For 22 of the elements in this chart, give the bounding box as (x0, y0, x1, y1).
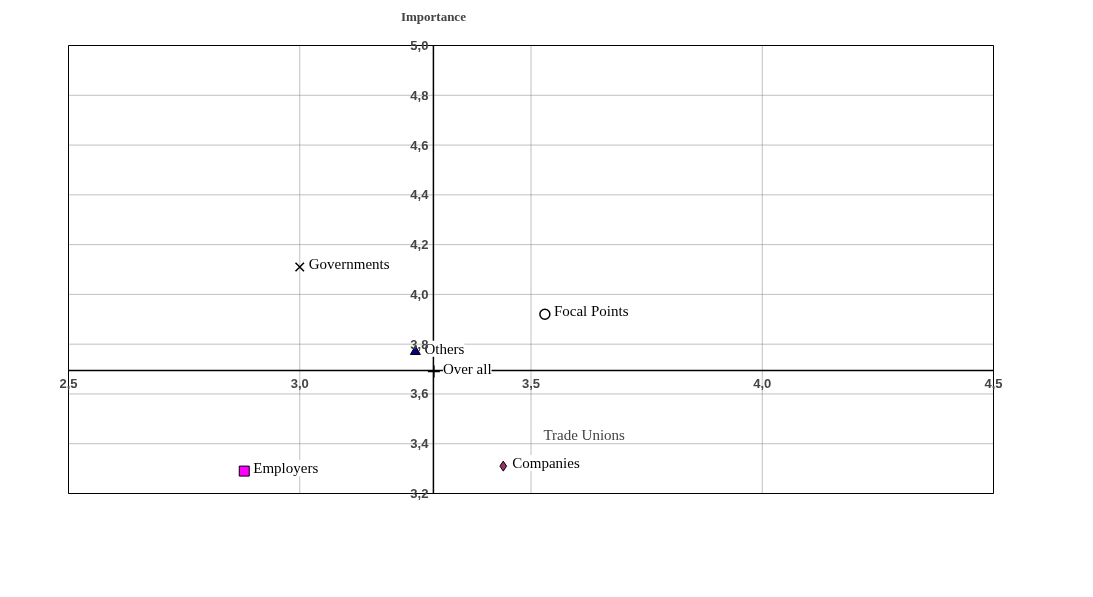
y-tick-label: 4,2 (410, 237, 429, 253)
x-tick-label: 4,0 (753, 375, 772, 391)
point (427, 364, 441, 379)
x-tick-label: 3,0 (290, 375, 309, 391)
point (539, 308, 551, 321)
y-tick-label: 3,4 (410, 436, 430, 452)
y-axis-title: Importance (400, 8, 467, 24)
series-label: Governments (308, 256, 390, 273)
series-label: Focal Points (553, 303, 629, 320)
series-label: Over all (442, 360, 492, 377)
y-tick-label: 4,0 (410, 286, 429, 302)
x-tick-label: 3,5 (521, 375, 541, 391)
point (238, 465, 250, 477)
y-tick-label: 3,6 (410, 386, 429, 402)
annotation: Trade Unions (543, 426, 626, 443)
point (294, 262, 305, 272)
y-tick-label: 4,4 (410, 187, 430, 203)
series-label: Employers (253, 460, 319, 477)
point (499, 460, 508, 472)
y-tick-label: 4,6 (410, 137, 429, 153)
y-tick-label: 4,8 (410, 87, 429, 103)
series-label: Companies (512, 455, 580, 472)
